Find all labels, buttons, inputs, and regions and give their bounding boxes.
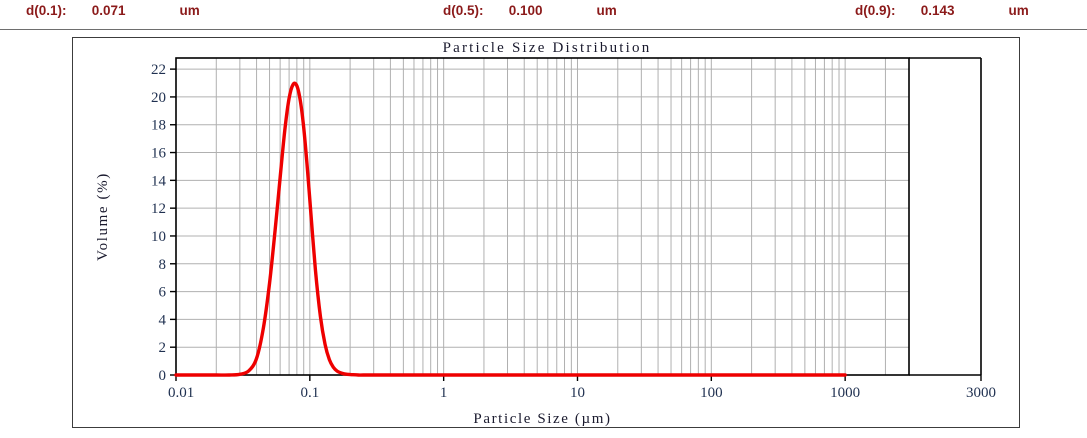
svg-text:8: 8	[159, 257, 167, 273]
svg-text:10: 10	[151, 229, 166, 245]
svg-text:100: 100	[700, 385, 723, 401]
svg-text:12: 12	[151, 201, 166, 217]
svg-text:1000: 1000	[830, 385, 860, 401]
stat-d50-label: d(0.5):	[443, 3, 484, 18]
svg-text:14: 14	[151, 173, 167, 189]
svg-text:4: 4	[159, 312, 167, 328]
axis-ticks	[170, 68, 982, 381]
svg-text:Particle Size (µm): Particle Size (µm)	[473, 411, 611, 427]
gridlines	[175, 58, 910, 375]
stat-d50: d(0.5): 0.100 um	[443, 3, 617, 18]
svg-text:3000: 3000	[966, 385, 996, 401]
stat-d10-value: 0.071	[91, 3, 126, 18]
stat-d90-unit: um	[1008, 3, 1029, 18]
svg-text:Volume (%): Volume (%)	[95, 172, 111, 261]
axis-tick-labels: 0 2 4 6 8 10 12 14 16 18 20 22 0.01 0.1 1 10 100 1000 3000	[151, 62, 996, 401]
svg-text:16: 16	[151, 146, 167, 162]
svg-text:20: 20	[151, 90, 166, 106]
axis-titles: Particle Size (µm) Volume (%)	[95, 172, 611, 427]
svg-text:0.01: 0.01	[168, 385, 194, 401]
stat-d90-value: 0.143	[920, 3, 955, 18]
distribution-curve	[174, 81, 847, 377]
stat-d50-unit: um	[596, 3, 617, 18]
svg-text:0: 0	[159, 368, 167, 384]
chart-panel: Particle Size Distribution 0 2 4 6 8 10 12 14 16…	[72, 37, 1020, 428]
particle-size-distribution-chart: 0 2 4 6 8 10 12 14 16 18 20 22 0.01 0.1 1 10 100 1000 3000…	[95, 57, 996, 427]
percentile-stats-row: d(0.1): 0.071 um d(0.5): 0.100 um d(0.9)…	[0, 0, 1087, 30]
stat-d50-value: 0.100	[508, 3, 543, 18]
svg-text:22: 22	[151, 62, 166, 78]
stat-d90: d(0.9): 0.143 um	[855, 3, 1029, 18]
svg-text:2: 2	[159, 340, 167, 356]
header-divider	[0, 29, 1087, 30]
panel-bottom-strip	[72, 429, 1020, 438]
svg-text:1: 1	[440, 385, 448, 401]
stat-d90-label: d(0.9):	[855, 3, 896, 18]
svg-text:10: 10	[570, 385, 585, 401]
stat-d10: d(0.1): 0.071 um	[26, 3, 200, 18]
stat-d10-unit: um	[179, 3, 200, 18]
panel-bottom-line	[72, 429, 1020, 438]
chart-title: Particle Size Distribution	[442, 40, 652, 56]
svg-text:6: 6	[159, 285, 167, 301]
svg-text:0.1: 0.1	[300, 385, 319, 401]
stat-d10-label: d(0.1):	[26, 3, 67, 18]
svg-text:18: 18	[151, 118, 166, 134]
